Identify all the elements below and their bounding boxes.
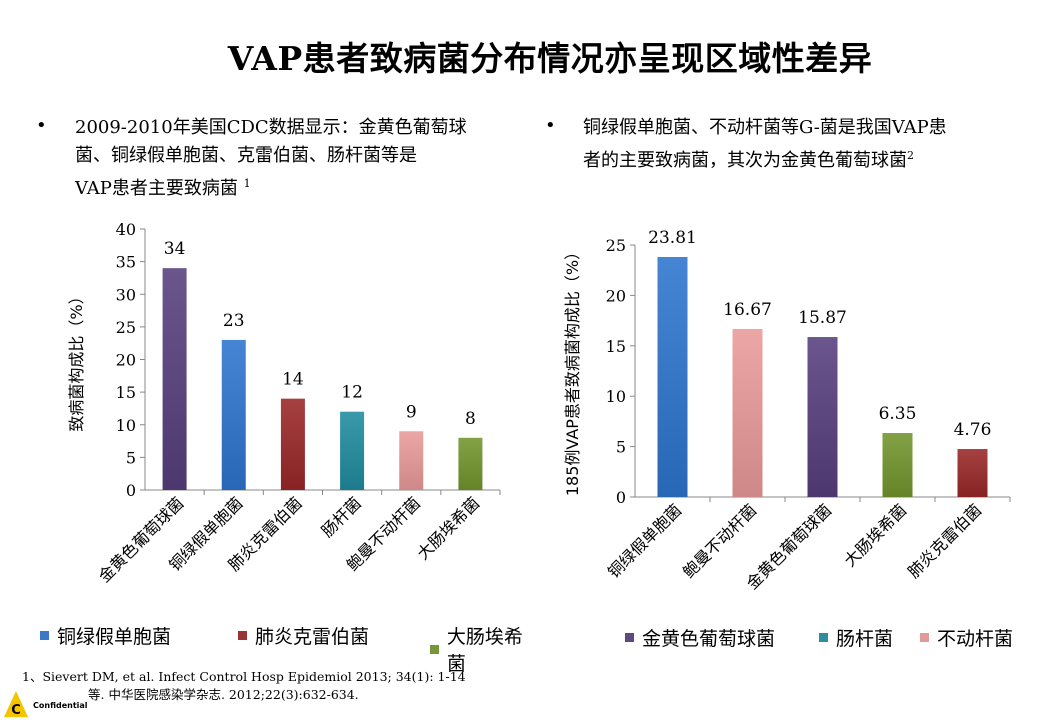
bar bbox=[221, 339, 246, 490]
logo-letter: C bbox=[11, 703, 21, 718]
bullet-right-text: 铜绿假单胞菌、不动杆菌等G-菌是我国VAP患 者的主要致病菌，其次为金黄色葡萄球… bbox=[583, 114, 1023, 175]
data-label: 8 bbox=[465, 409, 476, 429]
bullet-right-line-1: 铜绿假单胞菌、不动杆菌等G-菌是我国VAP患 bbox=[583, 117, 947, 138]
bullet-right-line-2-text: 者的主要致病菌，其次为金黄色葡萄球菌 bbox=[583, 150, 907, 171]
confidential-label: Confidential bbox=[33, 701, 88, 710]
legend-label-changgan: 肠杆菌 bbox=[836, 628, 894, 650]
y-tick-label: 40 bbox=[116, 220, 136, 239]
y-tick-label: 15 bbox=[606, 337, 626, 356]
legend-item-budong: 不动杆菌 bbox=[920, 624, 1013, 651]
y-tick-label: 15 bbox=[116, 383, 136, 402]
y-tick-label: 35 bbox=[116, 253, 136, 272]
data-label: 16.67 bbox=[723, 300, 772, 320]
bar bbox=[458, 437, 483, 490]
legend-swatch-changgan bbox=[819, 633, 828, 642]
data-label: 34 bbox=[164, 239, 186, 259]
bullet-left-text: 2009-2010年美国CDC数据显示：金黄色葡萄球 菌、铜绿假单胞菌、克雷伯菌… bbox=[75, 114, 535, 203]
legend-swatch-feiyan bbox=[238, 631, 247, 640]
legend-right: 金黄色葡萄球菌 肠杆菌 不动杆菌 bbox=[625, 624, 1025, 654]
data-label: 4.76 bbox=[954, 420, 992, 440]
y-tick-label: 0 bbox=[616, 488, 626, 507]
legend-item-changgan: 肠杆菌 bbox=[819, 624, 893, 651]
bullet-left-line-3-text: VAP患者主要致病菌 bbox=[75, 178, 244, 199]
legend-item-tonglv: 铜绿假单胞菌 bbox=[40, 622, 171, 649]
x-category-label: 肠杆菌 bbox=[318, 493, 365, 540]
bar bbox=[807, 337, 838, 497]
bullet-right-footnote: 2 bbox=[907, 149, 914, 162]
data-label: 14 bbox=[282, 370, 304, 390]
y-tick-label: 20 bbox=[606, 286, 626, 305]
bullet-right-line-2: 者的主要致病菌，其次为金黄色葡萄球菌2 bbox=[583, 142, 1023, 175]
references: 1、Sievert DM, et al. Infect Control Hosp… bbox=[22, 668, 466, 704]
bar bbox=[882, 432, 913, 497]
legend-item-jinhuang: 金黄色葡萄球菌 bbox=[625, 624, 775, 651]
page-title: VAP患者致病菌分布情况亦呈现区域性差异 bbox=[227, 39, 873, 78]
legend-swatch-jinhuang bbox=[625, 633, 634, 642]
legend-label-budong: 不动杆菌 bbox=[937, 628, 1014, 650]
x-category-label: 肺炎克雷伯菌 bbox=[904, 500, 985, 581]
data-label: 23 bbox=[223, 311, 245, 331]
x-category-label: 大肠埃希菌 bbox=[413, 493, 483, 563]
bar bbox=[162, 268, 187, 490]
legend-label-tonglv: 铜绿假单胞菌 bbox=[57, 626, 172, 648]
bar bbox=[340, 411, 365, 490]
y-axis-label: 185例VAP患者致病菌构成比（%） bbox=[563, 244, 582, 496]
bar bbox=[399, 431, 424, 490]
y-tick-label: 0 bbox=[126, 481, 136, 500]
legend-item-dachang: 大肠埃希菌 bbox=[430, 622, 540, 676]
reference-2: 等. 中华医院感染学杂志. 2012;22(3):632-634. bbox=[88, 687, 359, 702]
data-label: 6.35 bbox=[879, 404, 917, 424]
y-tick-label: 25 bbox=[606, 236, 626, 255]
bullet-left-line-3: VAP患者主要致病菌 1 bbox=[75, 170, 535, 203]
data-label: 9 bbox=[406, 402, 417, 422]
x-category-label: 金黄色葡萄球菌 bbox=[95, 493, 188, 586]
y-tick-label: 5 bbox=[126, 448, 136, 467]
legend-label-feiyan: 肺炎克雷伯菌 bbox=[255, 626, 370, 648]
y-tick-label: 10 bbox=[606, 387, 626, 406]
data-label: 15.87 bbox=[798, 308, 847, 328]
bar bbox=[657, 256, 688, 497]
y-tick-label: 5 bbox=[616, 438, 626, 457]
legend-swatch-budong bbox=[920, 633, 929, 642]
bullet-left-line-2: 菌、铜绿假单胞菌、克雷伯菌、肠杆菌等是 bbox=[75, 145, 417, 166]
legend-label-jinhuang: 金黄色葡萄球菌 bbox=[642, 628, 776, 650]
legend-item-feiyan: 肺炎克雷伯菌 bbox=[238, 622, 369, 649]
y-tick-label: 25 bbox=[116, 318, 136, 337]
x-category-label: 鲍曼不动杆菌 bbox=[679, 500, 760, 581]
y-tick-label: 20 bbox=[116, 351, 136, 370]
legend-label-dachang: 大肠埃希菌 bbox=[446, 626, 523, 675]
legend-swatch-tonglv bbox=[40, 631, 49, 640]
reference-1: 1、Sievert DM, et al. Infect Control Hosp… bbox=[22, 669, 466, 684]
y-axis-label: 致病菌构成比（%） bbox=[67, 288, 86, 431]
chart-us-cdc: 051015202530354034金黄色葡萄球菌23铜绿假单胞菌14肺炎克雷伯… bbox=[67, 220, 501, 586]
x-category-label: 大肠埃希菌 bbox=[840, 500, 910, 570]
bullet-left-footnote: 1 bbox=[243, 177, 251, 190]
y-tick-label: 10 bbox=[116, 416, 136, 435]
legend-left: 铜绿假单胞菌 肺炎克雷伯菌 大肠埃希菌 bbox=[40, 622, 540, 675]
bullet-left-line-1: 2009-2010年美国CDC数据显示：金黄色葡萄球 bbox=[75, 117, 467, 138]
data-label: 23.81 bbox=[648, 228, 697, 248]
legend-swatch-dachang bbox=[430, 644, 439, 654]
x-category-label: 铜绿假单胞菌 bbox=[604, 500, 685, 581]
bar bbox=[957, 449, 988, 497]
bar bbox=[732, 328, 763, 497]
confidential-logo-icon: C bbox=[4, 691, 28, 718]
y-tick-label: 30 bbox=[116, 285, 136, 304]
data-label: 12 bbox=[341, 383, 363, 403]
bullet-right-marker: • bbox=[545, 115, 556, 136]
bullet-left-marker: • bbox=[36, 115, 47, 136]
bar bbox=[280, 398, 305, 490]
